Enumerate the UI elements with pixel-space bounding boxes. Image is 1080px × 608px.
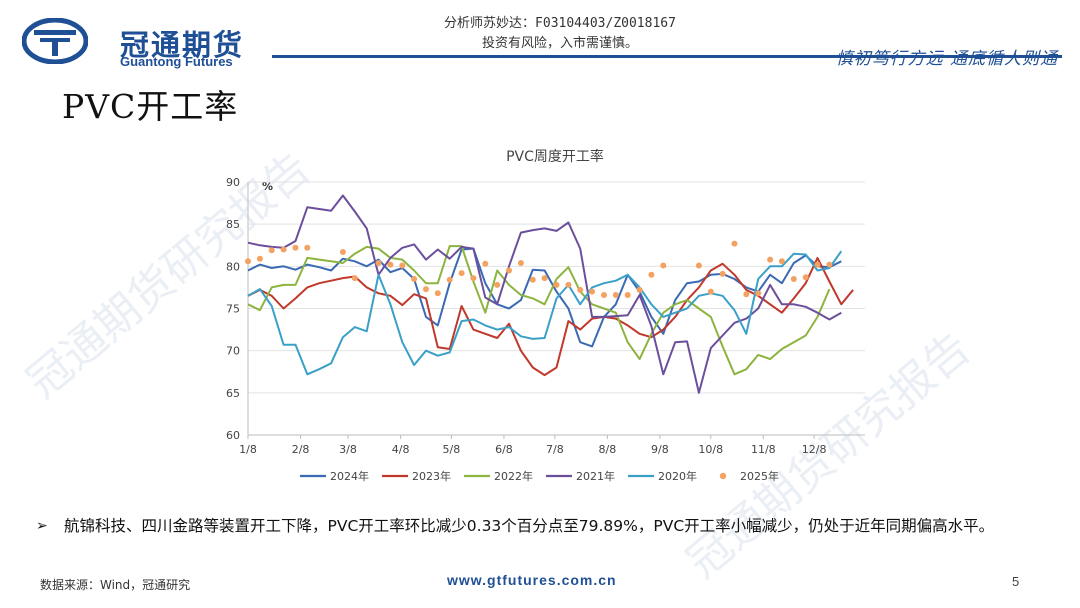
x-tick-label: 11/8 — [751, 443, 776, 456]
x-tick-label: 6/8 — [495, 443, 513, 456]
x-tick-label: 12/8 — [802, 443, 827, 456]
series-point-2025 — [245, 258, 251, 265]
company-logo: 冠通期货 Guantong Futures — [22, 16, 272, 69]
series-point-2025 — [624, 292, 631, 298]
series-point-2025 — [280, 246, 287, 253]
legend-label-2024: 2024年 — [330, 469, 369, 483]
series-point-2025 — [778, 258, 785, 265]
series-point-2025 — [802, 274, 809, 281]
pvc-operating-rate-chart: PVC周度开工率 % 60 65 70 75 80 85 90 1/8 2/8 3/8 4/8 5/8… — [226, 148, 865, 483]
series-point-2025 — [767, 256, 774, 263]
legend-swatch-2025 — [719, 472, 727, 480]
series-point-2025 — [814, 261, 821, 268]
series-point-2025 — [601, 292, 607, 298]
series-point-2025 — [339, 249, 346, 255]
series-point-2025 — [434, 290, 441, 297]
y-tick-label: 60 — [226, 429, 240, 442]
x-tick-label: 5/8 — [443, 443, 461, 456]
x-tick-label: 8/8 — [599, 443, 617, 456]
series-point-2025 — [648, 271, 655, 278]
website-link[interactable]: www.gtfutures.com.cn — [447, 572, 617, 588]
series-point-2025 — [387, 261, 394, 268]
series-point-2025 — [790, 276, 797, 282]
legend-label-2020: 2020年 — [658, 469, 697, 483]
y-tick-label: 75 — [226, 303, 240, 316]
series-point-2025 — [304, 244, 311, 251]
series-point-2025 — [731, 240, 738, 247]
series-point-2025 — [256, 255, 263, 262]
series-point-2025 — [660, 262, 667, 269]
chart-title: PVC周度开工率 — [506, 148, 604, 165]
legend-label-2023: 2023年 — [412, 469, 451, 483]
series-point-2025 — [589, 288, 596, 295]
y-axis-unit: % — [262, 180, 273, 193]
series-point-2025 — [553, 281, 560, 288]
series-point-2025 — [529, 276, 536, 283]
series-point-2025 — [565, 281, 572, 288]
logo-english-name: Guantong Futures — [120, 54, 233, 69]
x-tick-label: 7/8 — [546, 443, 564, 456]
page-title: PVC开工率 — [62, 87, 239, 126]
series-line-2024 — [247, 247, 842, 348]
series-line-2020 — [247, 250, 843, 376]
x-tick-label: 10/8 — [698, 443, 723, 456]
legend-label-2022: 2022年 — [494, 469, 533, 483]
logo-chinese-name: 冠通期货 — [120, 28, 245, 62]
series-point-2025 — [695, 262, 702, 269]
series-point-2025 — [541, 275, 548, 282]
y-tick-label: 85 — [226, 218, 240, 231]
y-tick-label: 70 — [226, 345, 240, 358]
series-point-2025 — [506, 267, 512, 274]
x-tick-label: 9/8 — [651, 443, 669, 456]
series-point-2025 — [636, 286, 643, 293]
x-tick-label: 3/8 — [339, 443, 357, 456]
series-point-2025 — [517, 260, 524, 266]
series-point-2025 — [719, 270, 726, 277]
series-point-2025 — [458, 270, 465, 277]
commentary-bullet: ➢ 航锦科技、四川金路等装置开工下降，PVC开工率环比减少0.33个百分点至79… — [36, 514, 1046, 538]
legend-label-2021: 2021年 — [576, 469, 615, 483]
series-point-2025 — [755, 290, 762, 297]
series-point-2025 — [351, 275, 358, 282]
series-point-2025 — [743, 291, 750, 298]
y-tick-label: 65 — [226, 387, 240, 400]
legend-label-2025: 2025年 — [740, 469, 779, 483]
series-point-2025 — [446, 276, 453, 283]
header-divider — [272, 55, 1062, 58]
series-point-2025 — [411, 276, 418, 282]
series-point-2025 — [399, 262, 406, 269]
series-line-2023 — [247, 256, 854, 377]
chart-legend: 2024年 2023年 2022年 2021年 2020年 2025年 — [300, 469, 779, 483]
x-tick-label: 4/8 — [392, 443, 410, 456]
series-point-2025 — [482, 260, 489, 267]
series-point-2025 — [268, 247, 275, 254]
series-point-2025 — [375, 260, 382, 266]
page-number: 5 — [1012, 574, 1020, 589]
y-tick-label: 80 — [226, 260, 240, 273]
guantong-logo-icon — [22, 18, 88, 64]
series-point-2025 — [470, 275, 477, 282]
x-tick-label: 2/8 — [292, 443, 310, 456]
series-point-2025 — [707, 288, 714, 295]
company-slogan: 慎初笃行方远 通底循人则通 — [835, 49, 1058, 69]
series-line-2021 — [247, 194, 842, 394]
chart-axes: 60 65 70 75 80 85 90 1/8 2/8 3/8 4/8 5/8 6/8 7/8 8/8 9/… — [226, 176, 865, 456]
commentary-text: 航锦科技、四川金路等装置开工下降，PVC开工率环比减少0.33个百分点至79.8… — [64, 517, 995, 535]
series-point-2025 — [423, 286, 429, 293]
chart-series — [245, 194, 854, 394]
series-point-2025 — [292, 244, 299, 251]
series-point-2025 — [612, 292, 619, 298]
analyst-info: 分析师苏妙达：F03104403/Z0018167 投资有风险，入市需谨慎。 — [380, 14, 740, 54]
series-line-2022 — [247, 245, 831, 376]
series-point-2025 — [494, 281, 501, 288]
data-source: 数据来源：Wind，冠通研究 — [40, 578, 191, 592]
risk-warning: 投资有风险，入市需谨慎。 — [481, 36, 638, 51]
x-tick-label: 1/8 — [239, 443, 257, 456]
series-point-2025 — [577, 286, 584, 293]
analyst-line: 分析师苏妙达：F03104403/Z0018167 — [444, 16, 676, 31]
arrow-bullet-icon: ➢ — [36, 518, 48, 534]
y-tick-label: 90 — [226, 176, 240, 189]
series-point-2025 — [826, 261, 833, 268]
